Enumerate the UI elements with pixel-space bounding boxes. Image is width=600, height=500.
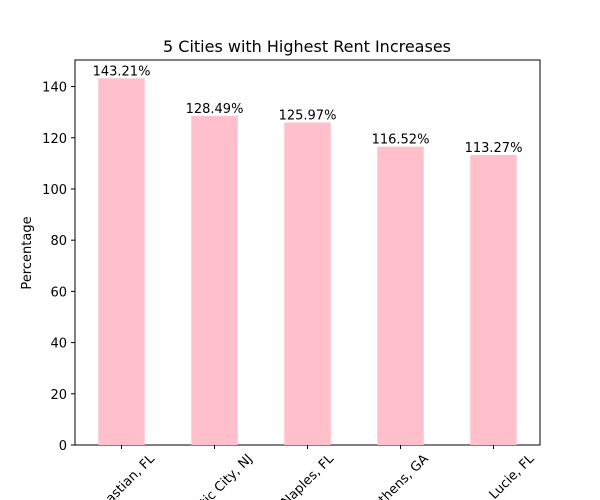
bar	[377, 146, 424, 445]
bar	[191, 116, 238, 446]
value-label: 125.97%	[279, 108, 337, 123]
y-tick-label: 140	[42, 81, 67, 96]
x-tick-label: Port St. Lucie, FL	[450, 451, 538, 500]
x-tick-label: Sebastian, FL	[86, 451, 159, 500]
value-label: 113.27%	[465, 141, 523, 156]
value-label: 128.49%	[186, 102, 244, 117]
chart-title: 5 Cities with Highest Rent Increases	[163, 37, 451, 56]
y-tick-label: 100	[42, 183, 67, 198]
y-tick-label: 80	[50, 234, 67, 249]
bar	[470, 154, 517, 446]
y-axis-label: Percentage	[20, 216, 35, 289]
bar	[284, 122, 331, 445]
y-tick-label: 60	[50, 285, 67, 300]
value-label: 116.52%	[372, 133, 430, 148]
x-tick-label: Atlantic City, NJ	[174, 452, 256, 500]
y-tick-label: 0	[59, 439, 67, 454]
x-tick-label: Athens, GA	[370, 452, 432, 500]
y-tick-label: 120	[42, 132, 67, 147]
y-tick-label: 20	[50, 388, 67, 403]
x-tick-label: Naples, FL	[279, 451, 338, 500]
y-tick-label: 40	[50, 337, 67, 352]
value-label: 143.21%	[93, 64, 151, 79]
bar	[98, 78, 145, 445]
